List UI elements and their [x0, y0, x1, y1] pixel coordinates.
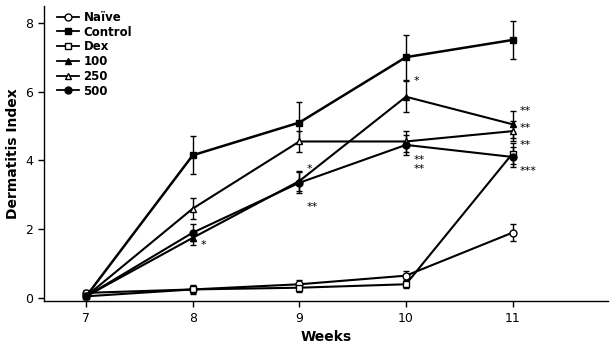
Text: **: **: [413, 164, 425, 174]
Text: **: **: [520, 123, 531, 133]
Text: *: *: [200, 240, 206, 250]
Text: **: **: [520, 105, 531, 116]
Text: **: **: [413, 155, 425, 166]
Y-axis label: Dermatitis Index: Dermatitis Index: [6, 88, 20, 219]
Legend: Naïve, Control, Dex, 100, 250, 500: Naïve, Control, Dex, 100, 250, 500: [55, 8, 134, 100]
Text: *: *: [307, 164, 313, 174]
Text: ***: ***: [520, 166, 537, 176]
Text: **: **: [307, 202, 318, 212]
Text: **: **: [520, 140, 531, 150]
Text: *: *: [413, 76, 419, 86]
X-axis label: Weeks: Weeks: [300, 330, 352, 344]
